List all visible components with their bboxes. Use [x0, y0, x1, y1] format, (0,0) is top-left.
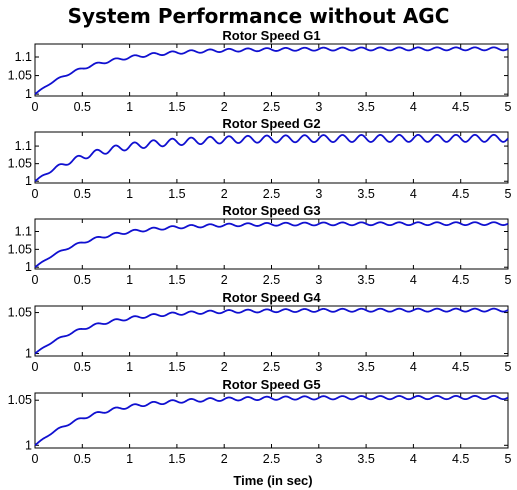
x-tick-label: 5 [505, 100, 512, 114]
x-tick-label: 1.5 [168, 100, 185, 114]
subplot-title: Rotor Speed G4 [222, 290, 321, 305]
x-tick-label: 4.5 [452, 452, 469, 466]
x-tick-label: 1.5 [168, 273, 185, 287]
series-line [34, 395, 509, 446]
x-tick-label: 5 [505, 360, 512, 374]
x-tick-label: 3.5 [357, 100, 374, 114]
x-tick-label: 2.5 [263, 273, 280, 287]
x-tick-label: 0 [32, 100, 39, 114]
x-tick-label: 4.5 [452, 273, 469, 287]
x-tick-label: 1 [126, 187, 133, 201]
x-tick-label: 2.5 [263, 360, 280, 374]
series-line [34, 46, 509, 95]
series-line [34, 221, 509, 268]
x-tick-label: 2 [221, 360, 228, 374]
subplot-title: Rotor Speed G1 [222, 28, 320, 43]
subplot-title: Rotor Speed G2 [222, 116, 320, 131]
x-tick-label: 2.5 [263, 100, 280, 114]
x-tick-label: 1 [126, 273, 133, 287]
x-tick-label: 4 [410, 273, 417, 287]
x-tick-label: 2 [221, 273, 228, 287]
series-line [34, 307, 509, 355]
y-tick-label: 1 [25, 347, 32, 361]
x-tick-label: 5 [505, 452, 512, 466]
y-tick-label: 1 [25, 174, 32, 188]
x-tick-label: 3.5 [357, 452, 374, 466]
y-tick-label: 1.05 [8, 69, 32, 83]
x-tick-label: 0.5 [74, 273, 91, 287]
y-tick-label: 1.05 [8, 157, 32, 171]
x-tick-label: 0.5 [74, 360, 91, 374]
x-tick-label: 0 [32, 452, 39, 466]
x-tick-label: 4 [410, 452, 417, 466]
x-tick-label: 0 [32, 273, 39, 287]
x-tick-label: 0.5 [74, 100, 91, 114]
x-tick-label: 3 [315, 187, 322, 201]
x-tick-label: 0.5 [74, 452, 91, 466]
x-tick-label: 1.5 [168, 452, 185, 466]
x-tick-label: 3.5 [357, 273, 374, 287]
x-tick-label: 0.5 [74, 187, 91, 201]
x-tick-label: 1 [126, 100, 133, 114]
x-tick-label: 5 [505, 187, 512, 201]
y-tick-label: 1.05 [8, 393, 32, 407]
subplot-title: Rotor Speed G5 [222, 377, 320, 392]
y-tick-label: 1.1 [15, 50, 32, 64]
y-tick-label: 1.1 [15, 225, 32, 239]
x-tick-label: 3 [315, 273, 322, 287]
axes-box [34, 305, 509, 357]
x-tick-label: 4.5 [452, 360, 469, 374]
y-tick-label: 1 [25, 260, 32, 274]
x-tick-label: 1 [126, 360, 133, 374]
x-tick-label: 3.5 [357, 187, 374, 201]
subplot-4: Rotor Speed G4 0 0.5 1 1.5 2 2.5 3 3.5 4 4.5 5 1 1.05 [8, 290, 512, 374]
x-tick-label: 3 [315, 100, 322, 114]
x-tick-label: 2.5 [263, 187, 280, 201]
x-tick-label: 2 [221, 187, 228, 201]
x-tick-label: 5 [505, 273, 512, 287]
subplot-2: Rotor Speed G2 0 0.5 1 1.5 2 2.5 3 3.5 4 4.5 5 1 1.05… [8, 116, 512, 201]
x-tick-label: 4 [410, 100, 417, 114]
x-tick-label: 4 [410, 360, 417, 374]
figure-title: System Performance without AGC [67, 4, 450, 28]
x-tick-label: 3 [315, 452, 322, 466]
x-tick-label: 1 [126, 452, 133, 466]
x-tick-label: 1.5 [168, 360, 185, 374]
x-tick-label: 3 [315, 360, 322, 374]
x-tick-label: 2.5 [263, 452, 280, 466]
x-tick-label: 4.5 [452, 100, 469, 114]
x-tick-label: 3.5 [357, 360, 374, 374]
y-tick-label: 1.05 [8, 242, 32, 256]
x-tick-label: 0 [32, 360, 39, 374]
x-tick-label: 2 [221, 452, 228, 466]
x-tick-label: 1.5 [168, 187, 185, 201]
x-tick-label: 2 [221, 100, 228, 114]
axes-box [34, 218, 509, 270]
x-axis-label: Time (in sec) [233, 473, 312, 488]
y-tick-label: 1.05 [8, 306, 32, 320]
axes-box [34, 43, 509, 97]
axes-box [34, 392, 509, 449]
y-tick-label: 1 [25, 87, 32, 101]
subplot-5: Rotor Speed G5 0 0.5 1 1.5 2 2.5 3 3.5 4 4.5 5 1 1.05 [8, 377, 512, 466]
subplot-3: Rotor Speed G3 0 0.5 1 1.5 2 2.5 3 3.5 4 4.5 5 1 1.05… [8, 203, 512, 287]
x-tick-label: 4.5 [452, 187, 469, 201]
series-line [34, 133, 509, 182]
y-tick-label: 1 [25, 438, 32, 452]
y-tick-label: 1.1 [15, 139, 32, 153]
subplot-title: Rotor Speed G3 [222, 203, 320, 218]
subplot-1: Rotor Speed G1 0 0.5 1 1.5 2 2.5 3 3.5 4 4.5 5 1 1.05… [8, 28, 512, 114]
x-tick-label: 4 [410, 187, 417, 201]
x-tick-label: 0 [32, 187, 39, 201]
